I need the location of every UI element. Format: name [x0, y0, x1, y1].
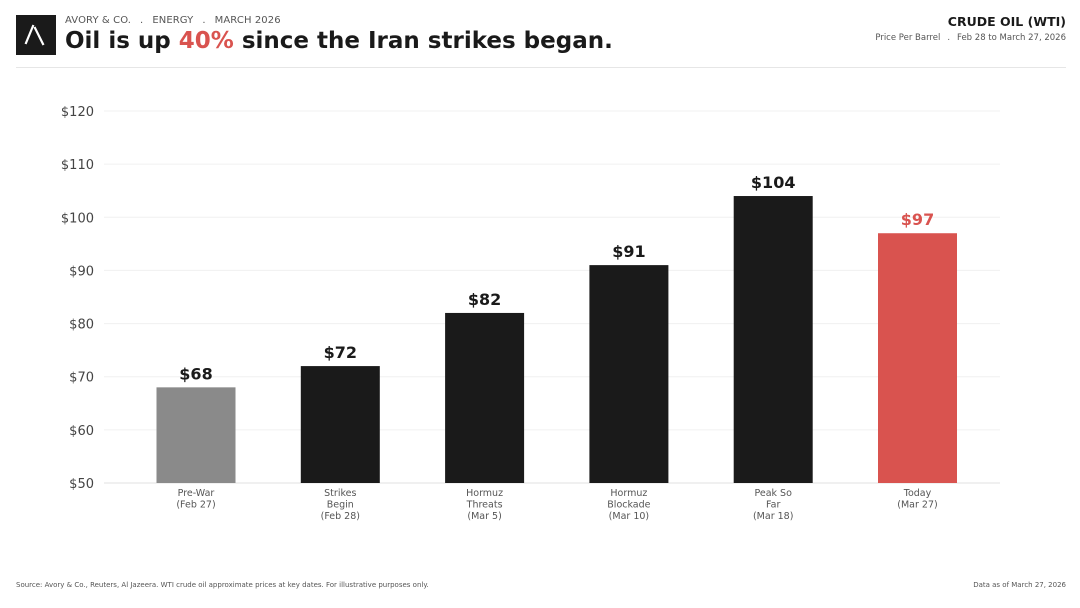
- brand-logo: [16, 15, 56, 55]
- headline-accent: 40%: [178, 28, 234, 54]
- source-note: Source: Avory & Co., Reuters, Al Jazeera…: [16, 581, 429, 589]
- page-title: Oil is up 40% since the Iran strikes beg…: [65, 28, 613, 54]
- y-tick-label: $80: [69, 318, 94, 333]
- x-category-label: Far: [766, 500, 780, 511]
- header: AVORY & CO.. ENERGY. MARCH 2026 Oil is up …: [16, 14, 1066, 68]
- bar-value-label: $104: [751, 173, 796, 192]
- bar: [445, 312, 525, 483]
- y-tick-label: $70: [69, 371, 94, 386]
- bar: [300, 366, 380, 483]
- y-tick-label: $120: [61, 105, 94, 120]
- x-category-label: Hormuz: [610, 488, 647, 499]
- chart-meta: CRUDE OIL (WTI) Price Per Barrel. Feb 28 …: [875, 14, 1066, 43]
- x-category-label: (Mar 5): [467, 511, 501, 522]
- x-category-label: Strikes: [324, 488, 356, 499]
- data-asof-note: Data as of March 27, 2026: [973, 581, 1066, 589]
- bar-value-label: $82: [468, 290, 501, 309]
- kicker-separator: .: [202, 15, 206, 26]
- x-category-label: Begin: [327, 500, 354, 511]
- kicker-brand: AVORY & CO.: [65, 15, 132, 26]
- y-tick-label: $110: [61, 158, 94, 173]
- chart-unit: Price Per Barrel: [875, 33, 941, 43]
- y-tick-label: $60: [69, 424, 94, 439]
- x-category-label: (Mar 27): [897, 500, 937, 511]
- x-category-label: Peak So: [754, 488, 792, 499]
- chart-series-title: CRUDE OIL (WTI): [947, 14, 1066, 29]
- bar: [156, 387, 236, 483]
- bar: [878, 233, 957, 483]
- x-category-label: Today: [903, 488, 932, 499]
- x-category-label: (Feb 28): [321, 511, 360, 522]
- x-category-label: Threats: [466, 500, 503, 511]
- x-category-label: Hormuz: [466, 488, 503, 499]
- subtitle-separator: .: [947, 33, 951, 43]
- bar-value-label: $97: [901, 210, 934, 229]
- x-category-label: (Feb 27): [176, 500, 215, 511]
- y-tick-label: $50: [69, 477, 94, 492]
- headline-after: since the Iran strikes began.: [233, 28, 613, 54]
- x-category-label: (Mar 10): [609, 511, 649, 522]
- chart-subtitle: Price Per Barrel. Feb 28 to March 27, 202…: [875, 33, 1066, 43]
- logo-mark-icon: [24, 24, 45, 46]
- x-category-label: Pre-War: [178, 488, 215, 499]
- headline-before: Oil is up: [65, 28, 179, 54]
- kicker: AVORY & CO.. ENERGY. MARCH 2026: [65, 15, 281, 26]
- bar-value-label: $68: [179, 364, 212, 383]
- y-tick-label: $100: [61, 211, 94, 226]
- bar-value-label: $72: [324, 343, 357, 362]
- kicker-section: ENERGY: [152, 15, 194, 26]
- chart-date-range: Feb 28 to March 27, 2026: [957, 33, 1066, 43]
- kicker-date: MARCH 2026: [214, 15, 281, 26]
- x-category-label: Blockade: [607, 500, 650, 511]
- y-tick-label: $90: [69, 264, 94, 279]
- bar: [589, 265, 669, 483]
- bar: [733, 196, 813, 483]
- x-category-label: (Mar 18): [753, 511, 793, 522]
- kicker-separator: .: [140, 15, 144, 26]
- header-divider: [16, 67, 1066, 68]
- bar-value-label: $91: [612, 242, 645, 261]
